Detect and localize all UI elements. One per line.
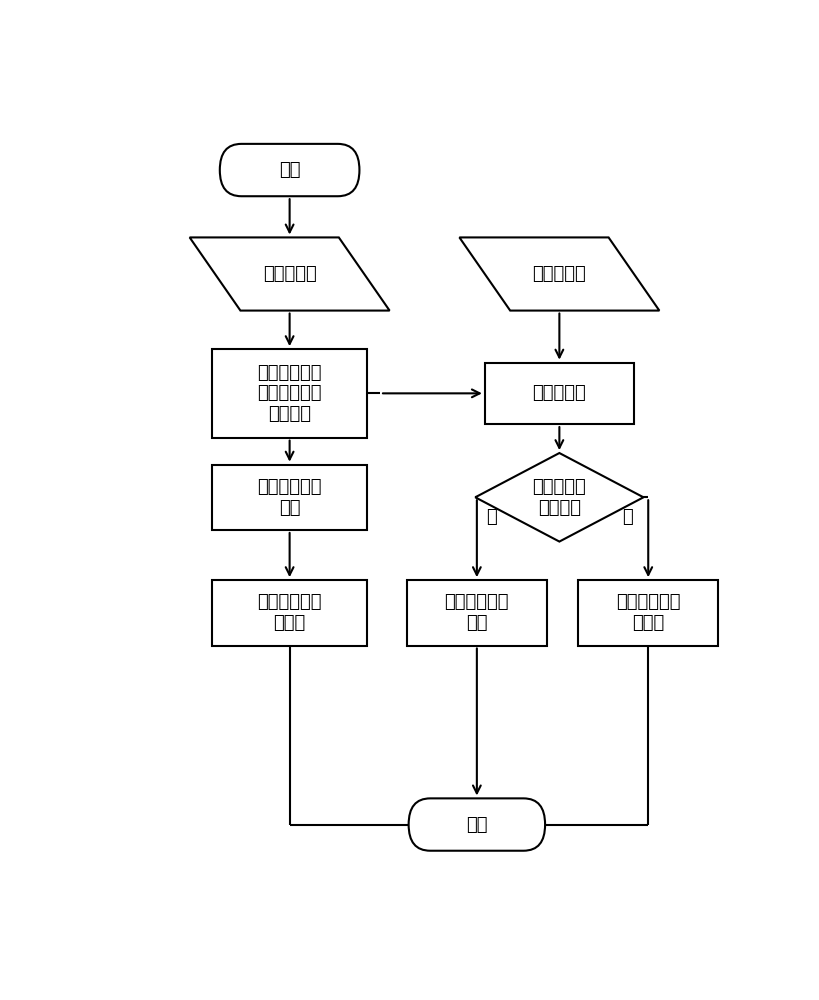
Text: 是: 是 [622, 508, 633, 526]
Bar [485, 363, 634, 424]
Bar [407, 580, 547, 646]
Text: 搜索可行划分
方案并进行模
糊化处理: 搜索可行划分 方案并进行模 糊化处理 [257, 364, 322, 423]
Text: 测试集数据: 测试集数据 [532, 265, 586, 283]
FancyBboxPatch shape [409, 798, 545, 851]
Text: 是否为离群
点样本？: 是否为离群 点样本？ [532, 478, 586, 517]
Text: 结束: 结束 [466, 816, 487, 834]
Polygon shape [459, 237, 659, 311]
Bar [212, 465, 368, 530]
Polygon shape [190, 237, 390, 311]
Bar [212, 349, 368, 438]
Text: 开始: 开始 [278, 161, 301, 179]
Text: 模糊化处理: 模糊化处理 [532, 384, 586, 402]
Text: 构建离群点预
测模型: 构建离群点预 测模型 [257, 593, 322, 632]
Bar [578, 580, 718, 646]
Bar [212, 580, 368, 646]
FancyBboxPatch shape [219, 144, 360, 196]
Text: 否: 否 [486, 508, 496, 526]
Text: 模糊逻辑关系
构建: 模糊逻辑关系 构建 [257, 478, 322, 517]
Text: 采用一般模型
预测: 采用一般模型 预测 [445, 593, 509, 632]
Text: 训练集数据: 训练集数据 [263, 265, 316, 283]
Polygon shape [475, 453, 644, 542]
Text: 采用离群点模
型预测: 采用离群点模 型预测 [616, 593, 681, 632]
